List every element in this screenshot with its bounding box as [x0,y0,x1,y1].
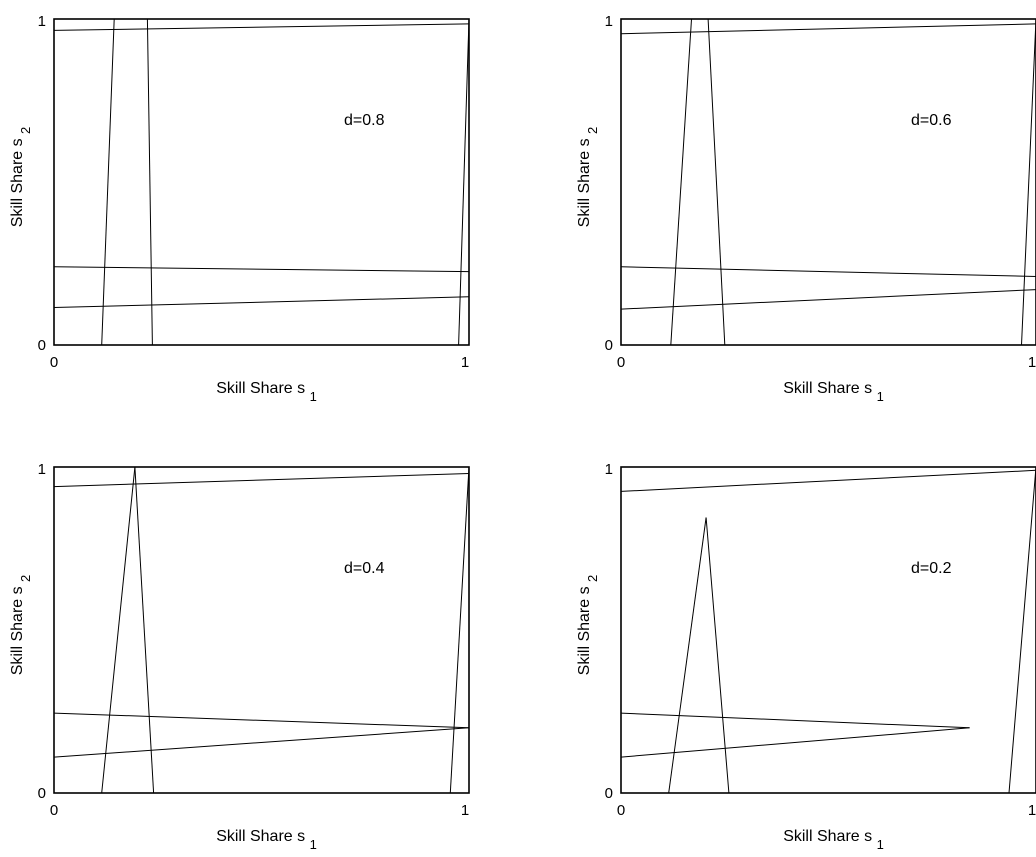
series-line-3 [54,296,469,308]
series-line-1 [621,712,970,729]
series-line-4 [101,19,115,345]
y-tick-label: 0 [38,785,46,802]
series-group [621,467,1036,793]
chart-panel-4: 0 1 0 1 Skill Share s 1 Skill Share s 2 d=0.2 [576,461,1036,852]
y-tick-label: 0 [605,785,613,802]
series-line-2 [54,266,469,273]
x-tick-label: 1 [461,354,469,371]
plot-frame [53,18,470,346]
series-line-3 [621,289,1036,310]
series-line-1 [54,23,469,31]
chart-panel-3: 0 1 0 1 Skill Share s 1 Skill Share s 2 d=0.4 [9,461,470,852]
chart-panel-2: 0 1 0 1 Skill Share s 1 Skill Share s 2 d=0.6 [576,13,1036,404]
series-line-4 [670,19,692,345]
y-axis-label: Skill Share s 2 [576,575,600,676]
chart-panel-1: 0 1 0 1 Skill Share s 1 Skill Share s 2 d=0.8 [9,13,470,404]
panel-annotation: d=0.4 [344,560,385,577]
series-line-5 [707,19,726,345]
x-axis-label: Skill Share s 1 [216,828,317,852]
series-line-6 [458,19,469,345]
plot-frame [53,466,470,794]
y-tick-label: 0 [38,337,46,354]
y-axis-label: Skill Share s 2 [576,127,600,228]
y-tick-label: 0 [605,337,613,354]
panel-annotation: d=0.8 [344,112,385,129]
x-axis-label: Skill Share s 1 [216,380,317,404]
y-tick-label: 1 [605,461,613,478]
y-tick-label: 1 [605,13,613,30]
series-line-2 [621,727,970,758]
x-tick-label: 1 [1028,802,1036,819]
plot-frame [620,18,1036,346]
series-group [54,19,469,345]
y-tick-label: 1 [38,461,46,478]
series-line-1 [621,23,1036,35]
series-line-6 [1008,467,1036,793]
panel-annotation: d=0.2 [911,560,952,577]
series-line-5 [134,467,155,793]
x-tick-label: 0 [617,354,625,371]
x-tick-label: 1 [1028,354,1036,371]
x-tick-label: 1 [461,802,469,819]
series-line-3 [54,727,469,758]
series-group [621,19,1036,345]
x-axis-label: Skill Share s 1 [783,380,884,404]
panel-annotation: d=0.6 [911,112,952,129]
series-line-6 [449,467,469,793]
x-tick-label: 0 [50,354,58,371]
series-line-4 [101,467,136,793]
x-axis-label: Skill Share s 1 [783,828,884,852]
series-line-1 [54,473,469,488]
x-tick-label: 0 [50,802,58,819]
plot-frame [620,466,1036,794]
series-line-5 [705,517,730,793]
y-axis-label: Skill Share s 2 [9,127,33,228]
series-line-6 [1021,19,1036,345]
series-line-2 [621,266,1036,277]
x-tick-label: 0 [617,802,625,819]
series-line-5 [146,19,153,345]
y-axis-label: Skill Share s 2 [9,575,33,676]
series-group [54,467,469,793]
series-line-3 [621,469,1036,492]
y-tick-label: 1 [38,13,46,30]
series-line-4 [668,517,707,793]
series-line-2 [54,712,469,729]
